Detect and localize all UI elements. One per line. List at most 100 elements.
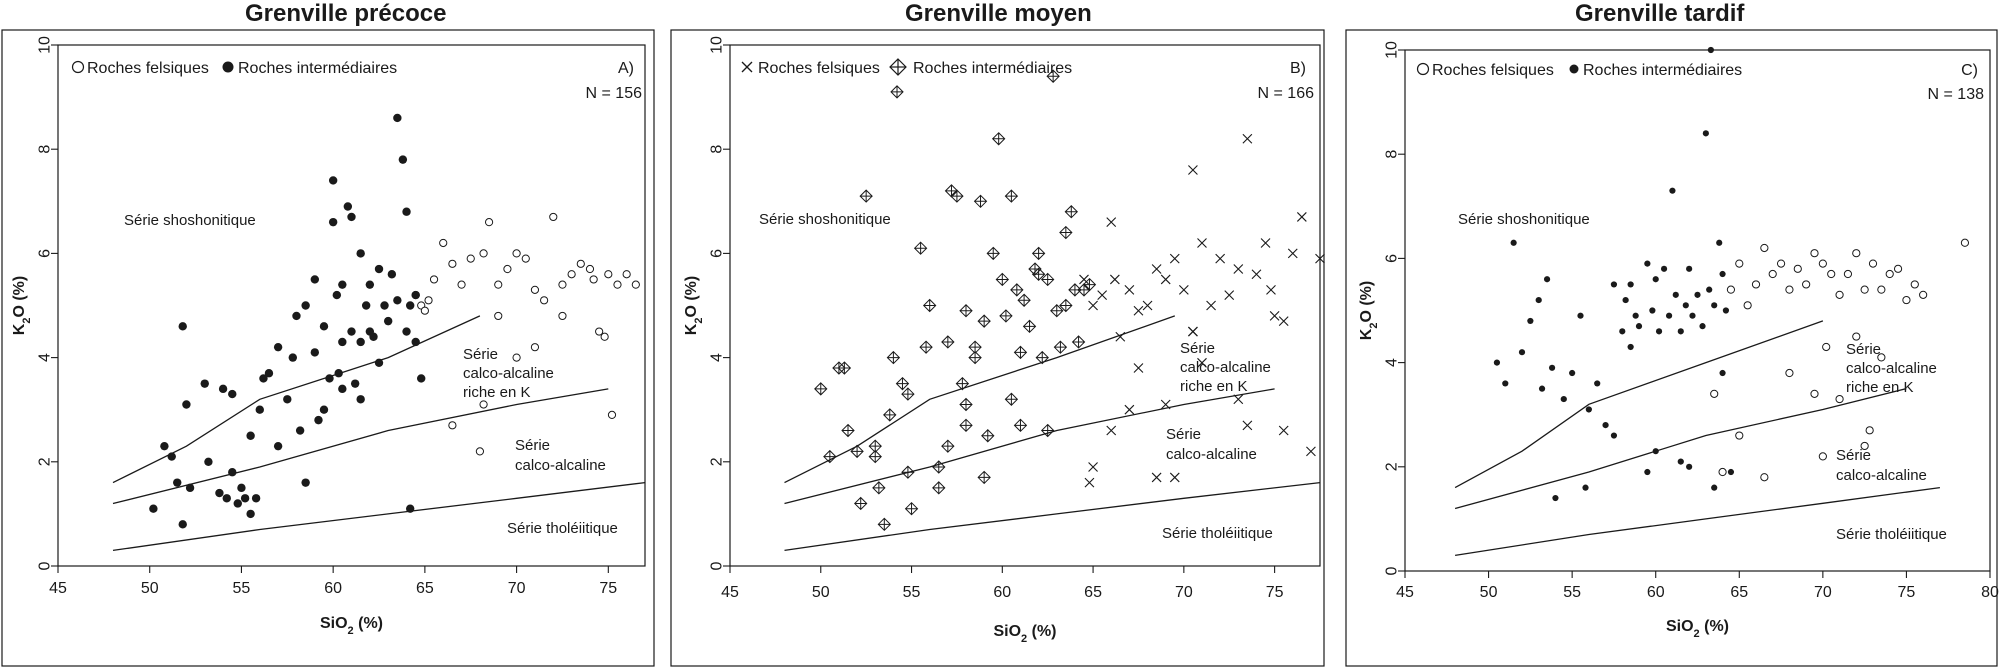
x-tick-label-c-45: 45: [1396, 584, 1414, 601]
data-point-a-1-61: [402, 327, 411, 336]
data-point-b-1-61: [1040, 423, 1055, 438]
n-count-b: N = 166: [1258, 85, 1315, 102]
data-point-b-0-39: [1306, 446, 1316, 457]
data-point-b-0-18: [1224, 290, 1235, 300]
data-point-a-1-70: [319, 405, 329, 414]
data-point-a-0-33: [607, 410, 617, 420]
panel-a: Roches felsiques Roches intermédiaires A…: [1, 29, 655, 667]
panel-a-plot-area: [57, 44, 646, 567]
data-point-a-1-40: [334, 369, 343, 378]
data-point-a-0-34: [530, 343, 540, 352]
data-point-b-1-44: [1046, 69, 1060, 83]
y-tick-label-b-8: 8: [709, 145, 726, 154]
data-point-a-1-49: [361, 301, 371, 310]
data-point-a-1-46: [350, 379, 360, 388]
data-point-c-0-34: [1760, 473, 1769, 482]
data-point-b-0-22: [1260, 238, 1271, 248]
data-point-a-1-67: [406, 504, 415, 513]
data-point-a-1-4: [178, 520, 187, 529]
data-point-a-1-28: [292, 311, 301, 321]
data-point-b-1-38: [1017, 293, 1031, 307]
data-point-b-1-29: [977, 314, 991, 328]
data-point-a-0-9: [479, 249, 488, 258]
panel-a-plot: 45 50 55 60 65 70 75 0 2 4 6 8 10 SiO2 (%) K2O (%): [11, 36, 646, 637]
panel-a-legend: Roches felsiques Roches intermédiaires: [71, 60, 397, 77]
x-tick-label-c-50: 50: [1480, 584, 1498, 601]
data-point-b-0-42: [1188, 326, 1198, 337]
data-point-b-0-3: [1106, 217, 1117, 228]
data-point-c-1-0: [1493, 359, 1501, 366]
data-point-a-1-64: [411, 290, 420, 300]
data-point-b-0-35: [1197, 357, 1207, 368]
data-point-a-1-31: [301, 478, 310, 487]
data-point-b-1-14: [895, 376, 910, 391]
field-shoshonitic-c: Série shoshonitique: [1458, 211, 1590, 228]
y-tick-label-c-2: 2: [1384, 462, 1401, 471]
data-point-a-0-21: [585, 264, 595, 274]
data-point-b-1-30: [981, 429, 995, 443]
data-point-a-1-5: [178, 322, 187, 331]
data-point-b-0-30: [1084, 477, 1095, 488]
data-point-b-1-3: [837, 361, 852, 375]
panel-b-plot: 45 50 55 60 65 70 75 0 2 4 6 8 10 SiO2 (%) K2O (%): [683, 36, 1325, 645]
data-point-a-1-19: [246, 509, 255, 519]
data-point-a-1-6: [182, 400, 191, 409]
data-point-a-1-24: [273, 342, 283, 352]
data-point-b-1-25: [959, 418, 973, 433]
data-point-b-0-0: [1079, 274, 1089, 285]
data-point-a-0-14: [521, 254, 530, 263]
data-point-b-0-25: [1278, 316, 1289, 327]
y-tick-label-c-6: 6: [1384, 254, 1401, 263]
data-point-a-1-69: [338, 384, 347, 394]
panel-label-c: C): [1961, 62, 1978, 79]
data-point-c-1-42: [1722, 307, 1730, 314]
data-point-b-1-35: [1004, 189, 1019, 203]
data-point-c-1-27: [1660, 265, 1668, 272]
x-tick-label-a-65: 65: [416, 580, 434, 597]
field-hk-calc-alkaline-line3-a: riche en K: [463, 384, 531, 401]
data-point-b-1-34: [999, 309, 1013, 323]
x-tick-label-c-60: 60: [1647, 584, 1665, 601]
panel-c-frame: [1345, 29, 1998, 667]
data-point-c-1-13: [1582, 484, 1589, 491]
data-point-c-1-43: [1707, 46, 1714, 54]
data-point-b-1-53: [959, 397, 973, 412]
data-point-a-1-14: [228, 389, 237, 399]
data-point-a-0-17: [549, 212, 558, 222]
data-point-b-1-10: [877, 517, 892, 532]
data-point-a-0-18: [558, 280, 567, 289]
field-shoshonitic-a: Série shoshonitique: [124, 212, 256, 229]
y-axis-label-a: K2O (%): [11, 276, 33, 335]
data-point-b-0-10: [1160, 274, 1171, 285]
data-point-c-1-18: [1619, 328, 1626, 335]
data-point-b-0-28: [1315, 253, 1325, 264]
data-point-c-0-35: [1718, 467, 1727, 477]
data-point-b-1-50: [1071, 335, 1086, 349]
data-point-a-0-24: [600, 332, 609, 341]
data-point-b-1-1: [823, 449, 837, 464]
data-point-a-0-11: [494, 280, 503, 289]
field-hk-calc-alkaline-line2-b: calco-alcaline: [1180, 359, 1271, 376]
data-point-a-1-26: [283, 395, 292, 404]
data-point-b-1-17: [913, 241, 928, 255]
data-point-a-1-34: [314, 415, 323, 425]
data-point-c-1-34: [1689, 312, 1696, 319]
data-point-a-1-32: [310, 348, 320, 357]
data-point-a-1-13: [228, 468, 237, 477]
data-point-a-0-3: [424, 296, 433, 305]
field-calc-alkaline-line1-c: Série: [1836, 447, 1871, 464]
data-point-a-1-45: [347, 327, 356, 336]
data-point-b-1-31: [986, 246, 1000, 261]
field-labels-c: Série shoshonitique Série calco-alcaline…: [1458, 211, 1947, 543]
data-point-b-0-40: [1169, 472, 1180, 483]
data-point-c-0-28: [1785, 368, 1794, 378]
data-point-a-0-8: [466, 254, 475, 263]
series-c-intermediate: [1493, 46, 1735, 502]
data-point-a-0-7: [457, 280, 466, 289]
data-point-b-0-29: [1088, 462, 1098, 472]
data-point-b-0-31: [1106, 425, 1117, 436]
data-point-a-0-10: [484, 218, 494, 227]
data-point-b-0-4: [1109, 274, 1120, 285]
data-point-c-0-9: [1802, 280, 1811, 289]
data-point-a-1-17: [240, 494, 250, 503]
